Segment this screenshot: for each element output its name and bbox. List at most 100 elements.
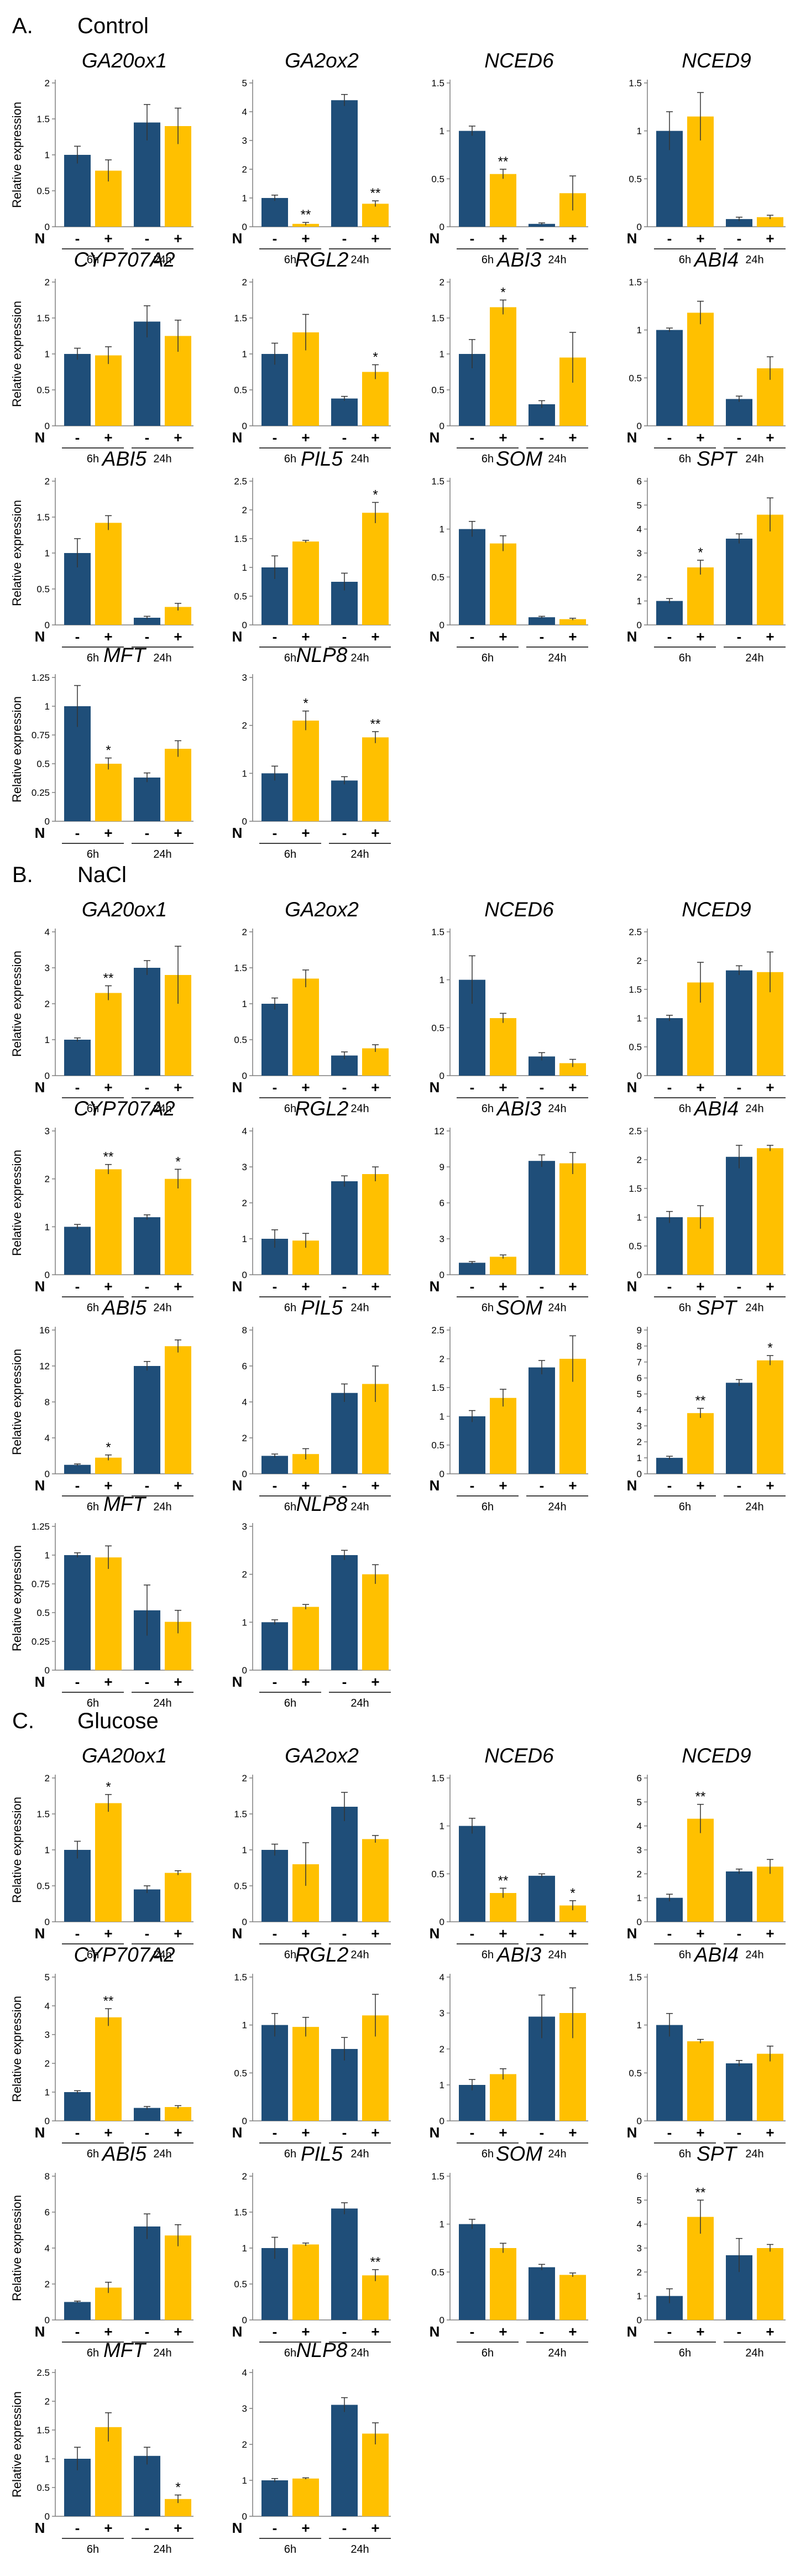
condition-plus: + <box>301 825 310 841</box>
bar-plus <box>292 2244 319 2320</box>
time-label: 24h <box>745 1949 763 1961</box>
y-tick-label: 0 <box>439 1917 444 1927</box>
time-label: 6h <box>284 1501 296 1513</box>
time-label: 24h <box>548 652 566 664</box>
bar-plus <box>362 204 389 227</box>
bar-plus <box>687 2041 714 2121</box>
y-tick-label: 0 <box>637 620 642 630</box>
y-tick-label: 6 <box>242 1361 247 1372</box>
y-tick-label: 2 <box>242 1773 247 1784</box>
condition-plus: + <box>301 2520 310 2536</box>
time-label: 24h <box>745 1103 763 1115</box>
y-tick-label: 0 <box>242 2315 247 2325</box>
chart-panel-control-abi4: ABI4 0 0.5 1 1.5 N - + - +6h 24h <box>627 248 786 465</box>
y-tick-label: 0 <box>242 620 247 630</box>
time-label: 6h <box>87 1697 99 1709</box>
time-label: 24h <box>548 254 566 266</box>
condition-minus: - <box>342 2520 347 2536</box>
chart-panel-glucose-abi5: ABI5 0 2 4 6 8 N - + - +6h 24h Relative expression <box>10 2142 193 2359</box>
bar-minus <box>331 1181 358 1275</box>
condition-minus: - <box>273 825 278 841</box>
significance-mark: ** <box>695 1394 706 1409</box>
bar-minus <box>529 223 555 227</box>
bar-plus <box>95 1169 122 1275</box>
bar-plus <box>362 372 389 426</box>
condition-plus: + <box>104 825 112 841</box>
time-label: 24h <box>548 1949 566 1961</box>
condition-plus: + <box>766 628 774 645</box>
time-label: 24h <box>350 652 369 664</box>
condition-plus: + <box>568 429 577 446</box>
factor-label: N <box>430 1477 440 1494</box>
panel-title: PIL5 <box>301 1296 343 1319</box>
factor-label: N <box>35 1278 45 1295</box>
y-tick-label: 1 <box>45 2087 50 2098</box>
factor-label: N <box>627 628 637 645</box>
y-tick-label: 2.5 <box>629 1126 642 1136</box>
bar-minus <box>529 1875 555 1922</box>
y-tick-label: 2 <box>45 476 50 487</box>
y-tick-label: 0.5 <box>36 1608 50 1618</box>
y-tick-label: 0.5 <box>234 1881 247 1891</box>
y-tick-label: 0 <box>242 1917 247 1927</box>
bar-plus <box>490 543 516 625</box>
bar-plus <box>490 2074 516 2121</box>
bar-plus <box>95 523 122 625</box>
y-tick-label: 1 <box>637 596 642 607</box>
condition-plus: + <box>301 2323 310 2340</box>
panel-title: MFT <box>103 1493 146 1515</box>
y-tick-label: 1 <box>637 1212 642 1223</box>
y-tick-label: 1 <box>439 524 444 535</box>
panel-title: CYP707A2 <box>74 1943 175 1966</box>
bar-minus <box>64 155 91 227</box>
condition-minus: - <box>737 1477 742 1494</box>
chart-panel-nacl-pil5: PIL5 0 2 4 6 8 N - + - +6h 24h <box>232 1296 391 1513</box>
condition-minus: - <box>540 230 545 247</box>
time-label: 24h <box>153 2148 171 2160</box>
factor-label: N <box>430 230 440 247</box>
condition-plus: + <box>371 825 379 841</box>
y-tick-label: 0 <box>45 2511 50 2522</box>
y-tick-label: 0 <box>45 1071 50 1081</box>
condition-minus: - <box>540 1925 545 1942</box>
bar-minus <box>134 2226 160 2320</box>
condition-minus: - <box>342 1079 347 1096</box>
condition-minus: - <box>75 1925 80 1942</box>
condition-minus: - <box>540 1079 545 1096</box>
factor-label: N <box>35 230 45 247</box>
chart-panel-nacl-abi3: ABI3 0 3 6 9 12 N - + - +6h 24h <box>430 1097 588 1314</box>
y-tick-label: 0 <box>242 421 247 431</box>
time-label: 6h <box>482 1302 494 1314</box>
chart-panel-nacl-nced9: NCED9 0 0.5 1 1.5 2 2.5 N - + - +6h 24h <box>627 898 786 1115</box>
y-tick-label: 0.5 <box>431 1440 444 1451</box>
y-tick-label: 2 <box>45 78 50 88</box>
y-tick-label: 4 <box>45 927 50 937</box>
y-tick-label: 1.5 <box>234 2207 247 2218</box>
significance-mark: * <box>175 2480 180 2495</box>
time-label: 24h <box>153 254 171 266</box>
condition-minus: - <box>667 1278 672 1295</box>
y-tick-label: 0 <box>242 1270 247 1280</box>
bar-plus <box>559 1163 586 1275</box>
y-tick-label: 1 <box>242 768 247 779</box>
chart-panel-glucose-pil5: PIL5 0 0.5 1 1.5 2 ** N - + - +6h 24h <box>232 2142 391 2359</box>
condition-plus: + <box>499 1925 507 1942</box>
panel-title: ABI5 <box>101 447 147 470</box>
y-tick-label: 3 <box>242 672 247 683</box>
bar-minus <box>331 2049 358 2121</box>
time-label: 24h <box>548 2148 566 2160</box>
condition-minus: - <box>273 2323 278 2340</box>
condition-plus: + <box>104 2520 112 2536</box>
y-tick-label: 1.5 <box>431 476 444 487</box>
chart-panel-control-ga2ox2: GA2ox2 0 1 2 3 4 5 ** ** N - + - +6h 24h <box>232 49 391 266</box>
chart-panel-nacl-som: SOM 0 0.5 1 1.5 2 2.5 N - + - +6h 24h <box>430 1296 588 1513</box>
significance-mark: ** <box>103 971 114 986</box>
y-tick-label: 1 <box>637 2020 642 2031</box>
y-tick-label: 2 <box>637 1437 642 1447</box>
chart-panel-glucose-nlp8: NLP8 0 1 2 3 4 N - + - +6h 24h <box>232 2339 391 2556</box>
y-tick-label: 0 <box>439 2116 444 2126</box>
y-axis-label: Relative expression <box>10 1150 24 1256</box>
condition-plus: + <box>499 429 507 446</box>
time-label: 6h <box>284 652 296 664</box>
condition-minus: - <box>273 2124 278 2141</box>
